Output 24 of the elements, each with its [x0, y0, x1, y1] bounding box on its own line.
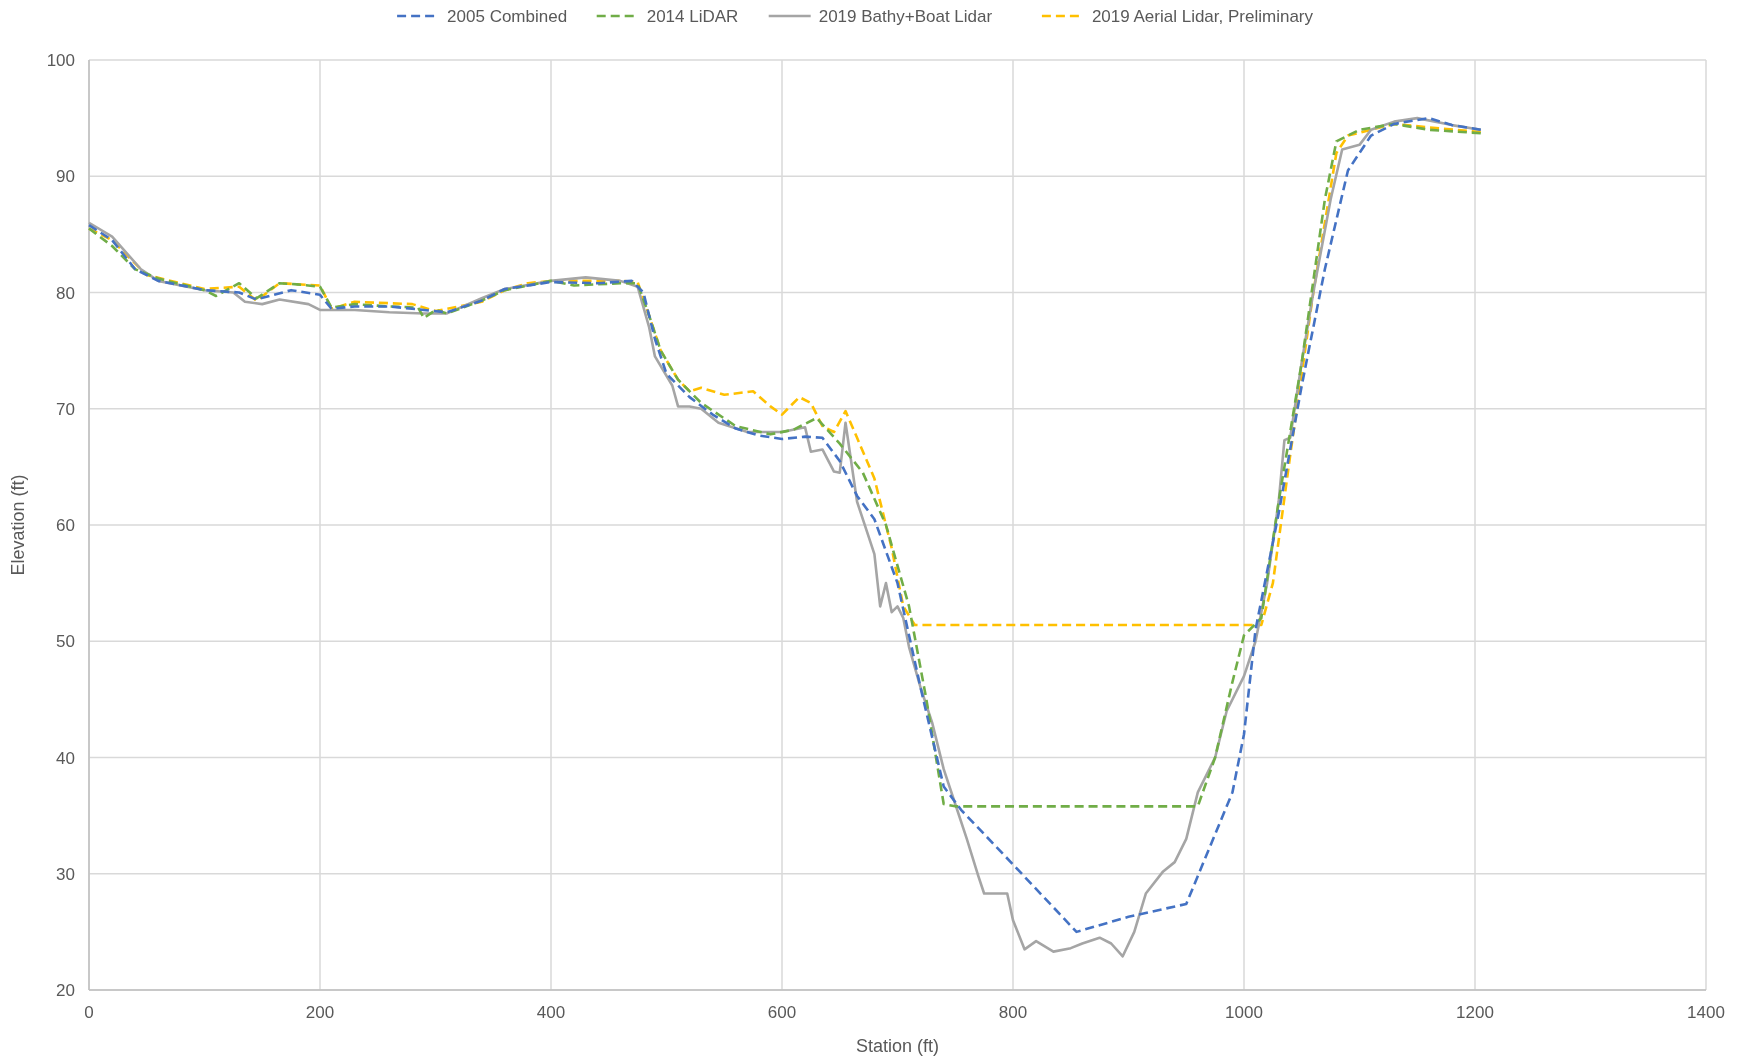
y-tick-label: 50 [56, 632, 75, 652]
x-tick-label: 1400 [1687, 1003, 1725, 1022]
y-tick-label: 30 [56, 864, 75, 884]
legend-label: 2014 LiDAR [646, 7, 739, 26]
x-tick-label: 1000 [1225, 1003, 1263, 1022]
x-tick-label: 400 [536, 1003, 566, 1022]
y-axis-title: Elevation (ft) [8, 474, 28, 576]
x-tick-label: 800 [998, 1003, 1028, 1022]
x-axis-title: Station (ft) [855, 1036, 940, 1056]
legend-label: 2019 Aerial Lidar, Preliminary [1091, 7, 1314, 26]
x-tick-label: 0 [84, 1003, 94, 1022]
y-tick-label: 70 [56, 399, 75, 419]
line-series [87, 122, 1483, 808]
y-tick-label: 90 [56, 167, 75, 187]
y-tick-label: 100 [46, 51, 75, 70]
legend-label: 2005 Combined [447, 7, 568, 26]
y-tick-label: 20 [56, 981, 75, 1000]
x-tick-label: 600 [767, 1003, 797, 1022]
x-tick-label: 200 [305, 1003, 335, 1022]
legend-label: 2019 Bathy+Boat Lidar [818, 7, 993, 26]
y-tick-label: 80 [56, 283, 75, 303]
y-tick-label: 40 [56, 748, 75, 768]
y-tick-label: 60 [56, 516, 75, 535]
x-tick-label: 1200 [1456, 1003, 1494, 1022]
